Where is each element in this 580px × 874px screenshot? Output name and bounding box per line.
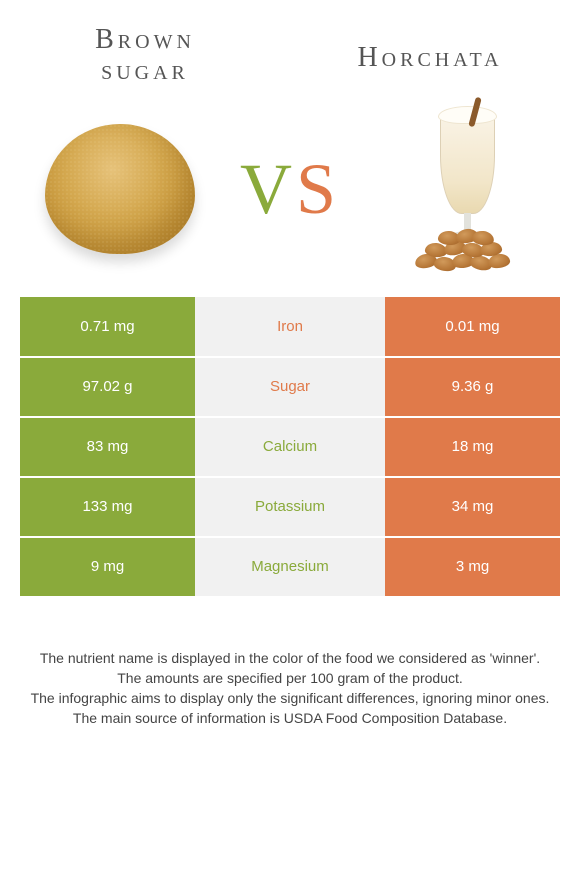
footer-line-4: The main source of information is USDA F…	[20, 708, 560, 728]
table-row: 83 mgCalcium18 mg	[20, 417, 560, 477]
footer-notes: The nutrient name is displayed in the co…	[0, 598, 580, 749]
horchata-glass-icon	[440, 109, 495, 244]
table-row: 0.71 mgIron0.01 mg	[20, 297, 560, 357]
brown-sugar-image	[40, 109, 200, 269]
comparison-table: 0.71 mgIron0.01 mg97.02 gSugar9.36 g83 m…	[20, 297, 560, 598]
title-left-line1: Brown	[95, 24, 195, 55]
footer-line-3: The infographic aims to display only the…	[20, 688, 560, 708]
value-right: 3 mg	[385, 537, 560, 597]
title-left-line2: sugar	[101, 55, 189, 86]
nutrient-label: Calcium	[195, 417, 385, 477]
table-row: 133 mgPotassium34 mg	[20, 477, 560, 537]
horchata-image	[380, 109, 540, 269]
table-row: 9 mgMagnesium3 mg	[20, 537, 560, 597]
nutrient-label: Sugar	[195, 357, 385, 417]
sugar-pile-icon	[45, 124, 195, 254]
value-right: 18 mg	[385, 417, 560, 477]
value-left: 133 mg	[20, 477, 195, 537]
nutrient-label: Potassium	[195, 477, 385, 537]
value-left: 97.02 g	[20, 357, 195, 417]
table-row: 97.02 gSugar9.36 g	[20, 357, 560, 417]
hero-row: VS	[0, 97, 580, 297]
vs-label: VS	[240, 148, 340, 231]
value-left: 9 mg	[20, 537, 195, 597]
nutrient-label: Iron	[195, 297, 385, 357]
title-row: Brown sugar Horchata	[0, 0, 580, 97]
value-right: 0.01 mg	[385, 297, 560, 357]
value-right: 34 mg	[385, 477, 560, 537]
value-right: 9.36 g	[385, 357, 560, 417]
nutrient-label: Magnesium	[195, 537, 385, 597]
title-left: Brown sugar	[40, 25, 250, 87]
value-left: 83 mg	[20, 417, 195, 477]
value-left: 0.71 mg	[20, 297, 195, 357]
vs-v: V	[240, 148, 296, 231]
footer-line-2: The amounts are specified per 100 gram o…	[20, 668, 560, 688]
almonds-icon	[410, 229, 520, 274]
footer-line-1: The nutrient name is displayed in the co…	[20, 648, 560, 668]
vs-s: S	[296, 148, 340, 231]
title-right: Horchata	[320, 25, 540, 87]
